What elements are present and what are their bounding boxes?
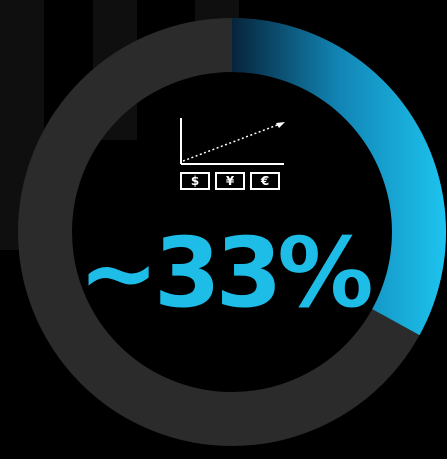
growth-chart-icon	[180, 118, 285, 165]
currency-row: $ ¥ €	[180, 172, 280, 190]
yen-box: ¥	[215, 172, 245, 190]
ring-progress-arc	[232, 18, 446, 336]
dollar-box: $	[180, 172, 210, 190]
percentage-value: ~33%	[78, 217, 373, 329]
euro-box: €	[250, 172, 280, 190]
